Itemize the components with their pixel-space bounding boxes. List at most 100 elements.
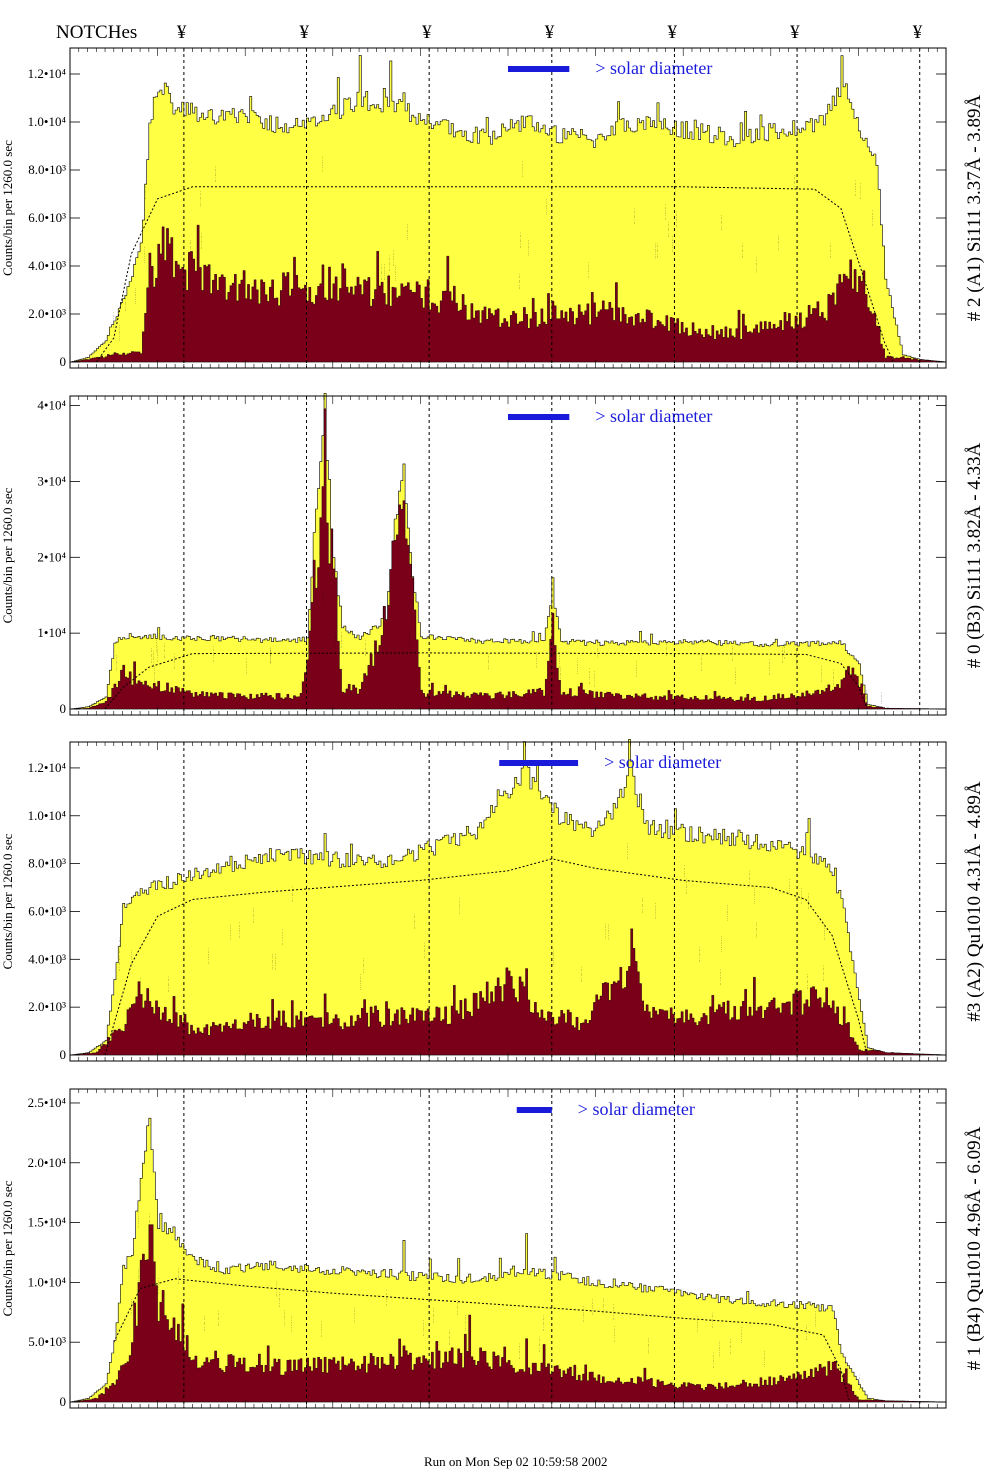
y-tick-label: 1.2•10⁴ bbox=[28, 760, 67, 775]
model-curve bbox=[113, 1278, 851, 1403]
y-axis-label: Counts/bin per 1260.0 sec bbox=[0, 833, 15, 969]
line-id-marker: ·· · ··· ·· · bbox=[585, 262, 590, 278]
line-id-marker: ·· · ··· ·· · bbox=[697, 946, 702, 962]
continuum-histogram bbox=[70, 408, 946, 710]
line-id-marker: ·· · ··· ·· · bbox=[251, 907, 256, 923]
line-id-marker: ·· · ··· ·· · bbox=[699, 655, 704, 671]
line-id-marker: ·· · ··· ·· · bbox=[858, 183, 863, 199]
notch-symbol: ¥ bbox=[790, 22, 800, 43]
line-id-marker: ·· · ··· ·· · bbox=[831, 669, 836, 685]
line-id-marker: ·· · ··· ·· · bbox=[172, 653, 177, 669]
line-id-marker: ·· · ··· ·· · bbox=[822, 924, 827, 940]
line-id-marker: ·· · ··· ·· · bbox=[379, 264, 384, 280]
line-id-marker: ·· · ··· ·· · bbox=[447, 1329, 452, 1345]
line-id-marker: ·· · ··· ·· · bbox=[135, 1269, 140, 1285]
y-tick-label: 0 bbox=[60, 701, 67, 716]
solar-diameter-label: > solar diameter bbox=[595, 58, 712, 78]
line-id-marker: ·· · ··· ·· · bbox=[136, 1212, 141, 1228]
line-id-marker: ·· · ··· ·· · bbox=[589, 1299, 594, 1315]
y-tick-label: 2•10⁴ bbox=[37, 549, 66, 564]
notch-symbol: ¥ bbox=[913, 22, 923, 43]
line-id-marker: ·· · ··· ·· · bbox=[634, 661, 639, 677]
line-id-marker: ·· · ··· ·· · bbox=[384, 1290, 389, 1306]
total-counts-histogram bbox=[70, 393, 946, 710]
y-axis-label: Counts/bin per 1260.0 sec bbox=[0, 487, 15, 623]
line-id-marker: ·· · ··· ·· · bbox=[421, 1320, 426, 1336]
line-id-marker: ·· · ··· ·· · bbox=[718, 215, 723, 231]
line-id-marker: ·· · ··· ·· · bbox=[338, 632, 343, 648]
line-id-marker: ·· · ··· ·· · bbox=[663, 204, 668, 220]
line-id-marker: ·· · ··· ·· · bbox=[276, 1292, 281, 1308]
panel-2: ·· · ··· ·· ··· · ··· ·· ··· · ··· ·· ··… bbox=[0, 739, 985, 1062]
line-id-marker: ·· · ··· ·· · bbox=[828, 242, 833, 258]
line-id-marker: ·· · ··· ·· · bbox=[381, 264, 386, 280]
panel-title: # 2 (A1) Si111 3.37Å - 3.89Å bbox=[964, 94, 985, 321]
total-counts-histogram bbox=[70, 1117, 946, 1403]
panels: ·· · ··· ·· · ·· · ··· ·· · ·· · ··· ·· · ·… bbox=[0, 47, 985, 1409]
y-tick-label: 0 bbox=[60, 1394, 67, 1409]
line-id-marker: ·· · ··· ·· · bbox=[463, 1315, 468, 1331]
line-id-marker: ·· · ··· ·· · bbox=[558, 667, 563, 683]
line-id-marker: ·· · ··· ·· · bbox=[228, 924, 233, 940]
line-id-marker: ·· · ··· ·· · bbox=[792, 175, 797, 191]
continuum-histogram bbox=[70, 1224, 946, 1403]
line-id-marker: ·· · ··· ·· · bbox=[793, 650, 798, 666]
panel-1: ·· · ··· ·· ··· · ··· ·· ··· · ··· ·· ··… bbox=[0, 393, 985, 716]
continuum-histogram bbox=[70, 224, 947, 363]
line-id-marker: ·· · ··· ·· · bbox=[670, 236, 675, 252]
line-id-marker: ·· · ··· ·· · bbox=[129, 950, 134, 966]
y-tick-label: 2.0•10⁴ bbox=[28, 1155, 67, 1170]
y-tick-label: 1.0•10⁴ bbox=[28, 1274, 67, 1289]
line-id-marker: ·· · ··· ·· · bbox=[739, 242, 744, 258]
line-id-marker: ·· · ··· ·· · bbox=[391, 250, 396, 266]
line-id-marker: ·· · ··· ·· · bbox=[818, 666, 823, 682]
notch-symbol: ¥ bbox=[667, 22, 677, 43]
notch-symbol: ¥ bbox=[545, 22, 555, 43]
line-id-marker: ·· · ··· ·· · bbox=[804, 974, 809, 990]
line-id-marker: ·· · ··· ·· · bbox=[799, 888, 804, 904]
line-id-marker: ·· · ··· ·· · bbox=[709, 1312, 714, 1328]
line-id-marker: ·· · ··· ·· · bbox=[290, 886, 295, 902]
line-id-marker: ·· · ··· ·· · bbox=[270, 954, 275, 970]
line-id-marker: ·· · ··· ·· · bbox=[162, 643, 167, 659]
y-axis-label: Counts/bin per 1260.0 sec bbox=[0, 1180, 15, 1316]
line-id-marker: ·· · ··· ·· · bbox=[646, 1338, 651, 1354]
line-id-marker: ·· · ··· ·· · bbox=[695, 1316, 700, 1332]
line-id-marker: ·· · ··· ·· · bbox=[552, 661, 557, 677]
line-id-marker: ·· · ··· ·· · bbox=[775, 235, 780, 251]
line-id-marker: ·· · ··· ·· · bbox=[812, 1311, 817, 1327]
line-id-marker: ·· · ··· ·· · bbox=[625, 843, 630, 859]
line-id-marker: ·· · ··· ·· · bbox=[520, 161, 525, 177]
y-tick-label: 1.5•10⁴ bbox=[28, 1215, 67, 1230]
line-id-marker: ·· · ··· ·· · bbox=[595, 642, 600, 658]
line-id-marker: ·· · ··· ·· · bbox=[321, 590, 326, 606]
line-id-marker: ·· · ··· ·· · bbox=[320, 156, 325, 172]
model-curve bbox=[104, 652, 868, 710]
y-tick-label: 4.0•10³ bbox=[28, 951, 66, 966]
line-id-marker: ·· · ··· ·· · bbox=[274, 1281, 279, 1297]
line-id-marker: ·· · ··· ·· · bbox=[632, 208, 637, 224]
line-id-marker: ·· · ··· ·· · bbox=[806, 893, 811, 909]
line-id-marker: ·· · ··· ·· · bbox=[517, 1343, 522, 1359]
line-id-marker: ·· · ··· ·· · bbox=[455, 1300, 460, 1316]
y-tick-label: 1•10⁴ bbox=[37, 625, 66, 640]
y-tick-label: 1.0•10⁴ bbox=[28, 114, 67, 129]
line-id-marker: ·· · ··· ·· · bbox=[393, 265, 398, 281]
line-id-marker: ·· · ··· ·· · bbox=[754, 257, 759, 273]
line-id-marker: ·· · ··· ·· · bbox=[151, 650, 156, 666]
line-id-marker: ·· · ··· ·· · bbox=[579, 966, 584, 982]
line-id-marker: ·· · ··· ·· · bbox=[536, 1336, 541, 1352]
line-id-marker: ·· · ··· ·· · bbox=[361, 958, 366, 974]
line-id-marker: ·· · ··· ·· · bbox=[407, 629, 412, 645]
line-id-marker: ·· · ··· ·· · bbox=[405, 224, 410, 240]
notch-symbol: ¥ bbox=[177, 22, 187, 43]
line-id-marker: ·· · ··· ·· · bbox=[142, 247, 147, 263]
line-id-marker: ·· · ··· ·· · bbox=[782, 643, 787, 659]
line-id-marker: ·· · ··· ·· · bbox=[198, 191, 203, 207]
line-id-marker: ·· · ··· ·· · bbox=[746, 870, 751, 886]
line-id-marker: ·· · ··· ·· · bbox=[154, 636, 159, 652]
line-id-marker: ·· · ··· ·· · bbox=[864, 690, 869, 706]
notch-symbols: ¥ ¥ ¥ ¥ ¥ ¥ ¥ bbox=[177, 22, 923, 43]
line-id-marker: ·· · ··· ·· · bbox=[486, 654, 491, 670]
line-id-marker: ·· · ··· ·· · bbox=[166, 976, 171, 992]
